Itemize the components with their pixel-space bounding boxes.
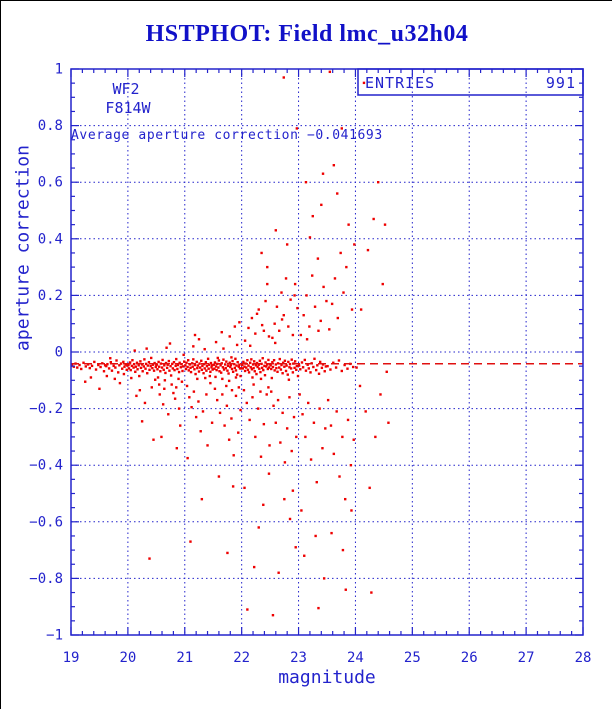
- svg-text:0.8: 0.8: [38, 118, 63, 134]
- filter-label: F814W: [105, 99, 151, 117]
- svg-text:23: 23: [290, 650, 307, 666]
- average-correction-text: Average aperture correction −0.041693: [71, 128, 383, 143]
- svg-text:−0.8: −0.8: [29, 571, 63, 587]
- page-title: HSTPHOT: Field lmc_u32h04: [145, 21, 469, 47]
- svg-text:22: 22: [233, 650, 250, 666]
- svg-text:0.6: 0.6: [38, 175, 63, 191]
- svg-text:0.4: 0.4: [38, 231, 63, 247]
- svg-text:21: 21: [176, 650, 193, 666]
- svg-text:0.2: 0.2: [38, 288, 63, 304]
- svg-text:20: 20: [119, 650, 136, 666]
- entries-box-label: ENTRIES: [365, 74, 436, 92]
- y-tick-labels: 1 0.8 0.6 0.4 0.2 0 −0.2 −0.4 −0.6 −0.8 −1: [29, 62, 63, 644]
- svg-text:24: 24: [347, 650, 364, 666]
- svg-text:−0.4: −0.4: [29, 458, 63, 474]
- svg-text:0: 0: [55, 345, 63, 361]
- svg-text:28: 28: [575, 650, 592, 666]
- svg-text:1: 1: [55, 62, 63, 78]
- svg-text:19: 19: [63, 650, 80, 666]
- y-axis-title: aperture correction: [12, 145, 34, 351]
- svg-text:26: 26: [461, 650, 478, 666]
- svg-text:25: 25: [404, 650, 421, 666]
- entries-box-value: 991: [545, 74, 576, 92]
- x-axis-title: magnitude: [278, 667, 376, 688]
- detector-label: WF2: [112, 80, 140, 98]
- grid-lines: [71, 69, 583, 635]
- svg-text:27: 27: [518, 650, 535, 666]
- svg-text:−0.2: −0.2: [29, 401, 63, 417]
- svg-text:−1: −1: [46, 628, 63, 644]
- data-points: [70, 70, 390, 617]
- axis-ticks: [70, 68, 584, 636]
- svg-text:−0.6: −0.6: [29, 514, 63, 530]
- x-tick-labels: 19 20 21 22 23 24 25 26 27 28: [63, 650, 592, 666]
